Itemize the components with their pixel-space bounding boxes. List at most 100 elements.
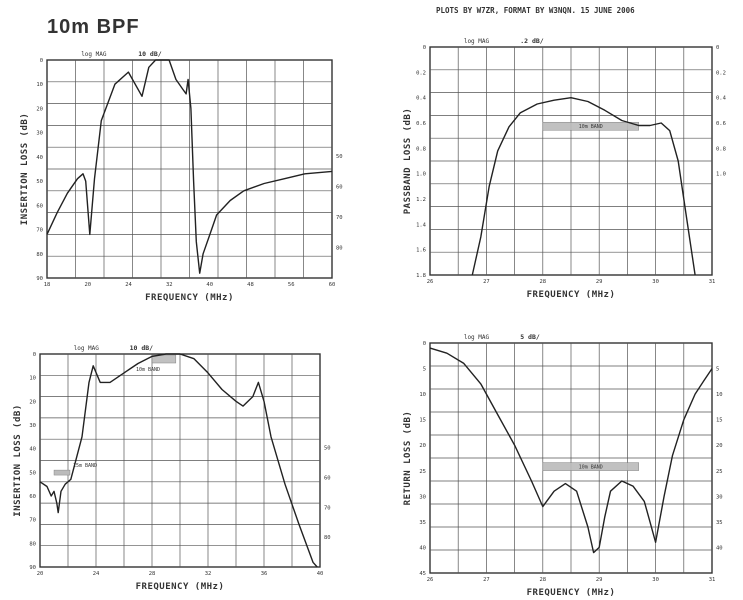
- x-tick-label: 48: [247, 282, 254, 288]
- right-tick-label: 70: [324, 505, 331, 511]
- band-label: 10m BAND: [136, 367, 160, 373]
- x-tick-label: 26: [427, 279, 434, 285]
- band-label: 10m BAND: [579, 465, 603, 471]
- y-tick-label: 0: [423, 341, 426, 347]
- figure-title: 10m BPF: [47, 16, 140, 38]
- y-tick-label: 10: [419, 392, 426, 398]
- y-tick-label: 0.6: [416, 121, 426, 127]
- y-tick-label: 90: [36, 276, 43, 282]
- x-tick-label: 60: [329, 282, 336, 288]
- y-tick-label: 0.8: [416, 146, 426, 152]
- y-tick-label: 50: [29, 470, 36, 476]
- y-tick-label: 40: [29, 447, 36, 453]
- y-tick-label: 40: [36, 155, 43, 161]
- right-tick-label: 35: [716, 520, 723, 526]
- scale-label: log MAG: [81, 51, 107, 58]
- y-tick-label: 1.8: [416, 273, 426, 279]
- y-tick-label: 25: [419, 469, 426, 475]
- right-tick-label: 0.8: [716, 146, 726, 152]
- x-tick-label: 20: [37, 571, 44, 577]
- x-tick-label: 28: [539, 279, 546, 285]
- y-tick-label: 90: [29, 565, 36, 571]
- x-tick-label: 27: [483, 577, 490, 583]
- x-tick-label: 32: [166, 282, 173, 288]
- y-tick-label: 30: [29, 423, 36, 429]
- right-tick-label: 60: [336, 184, 343, 190]
- x-tick-label: 40: [317, 571, 324, 577]
- scale-label: log MAG: [464, 38, 490, 45]
- x-axis-title: FREQUENCY (MHz): [145, 293, 234, 303]
- right-tick-label: 50: [324, 446, 331, 452]
- x-tick-label: 27: [483, 279, 490, 285]
- x-tick-label: 40: [206, 282, 213, 288]
- y-tick-label: 40: [419, 545, 426, 551]
- chart-passband-loss: 0 0.2 0.4 0.6 0.8 1.0 1.2 1.4 1.6 1.8 0 0.2 0.4 0.6 0.…: [403, 37, 727, 300]
- division-label: 5 dB/: [520, 333, 540, 341]
- x-tick-label: 30: [652, 279, 659, 285]
- division-label: 10 dB/: [130, 344, 154, 352]
- y-tick-label: 60: [29, 494, 36, 500]
- x-tick-label: 28: [539, 577, 546, 583]
- scale-label: log MAG: [74, 345, 100, 352]
- x-tick-label: 31: [709, 577, 716, 583]
- band-marker: [542, 121, 639, 131]
- right-tick-label: 80: [336, 245, 343, 251]
- right-tick-label: 25: [716, 469, 723, 475]
- y-tick-label: 0: [40, 58, 43, 64]
- y-tick-label: 30: [36, 131, 43, 137]
- right-tick-label: 15: [716, 418, 723, 424]
- x-tick-label: 24: [93, 571, 100, 577]
- series-line: [39, 353, 318, 568]
- x-tick-label: 29: [596, 577, 603, 583]
- y-tick-label: 1.4: [416, 222, 427, 228]
- y-tick-label: 80: [36, 252, 43, 258]
- y-tick-label: 70: [29, 518, 36, 524]
- scale-label: log MAG: [464, 334, 490, 341]
- x-tick-label: 32: [205, 571, 212, 577]
- series-line: [471, 97, 696, 276]
- band-marker: [542, 462, 639, 471]
- y-tick-label: 30: [419, 494, 426, 500]
- division-label: .2 dB/: [520, 37, 544, 45]
- right-tick-label: 30: [716, 494, 723, 500]
- band-label-15m: 15m BAND: [73, 463, 97, 469]
- y-tick-label: 80: [29, 541, 36, 547]
- x-tick-label: 56: [288, 282, 295, 288]
- x-axis-title: FREQUENCY (MHz): [527, 290, 616, 300]
- series-line: [429, 347, 713, 554]
- right-tick-label: 0.2: [716, 70, 726, 76]
- band-label: 10m BAND: [579, 124, 603, 130]
- chart-return-loss: 0 5 10 15 20 25 30 35 40 45 5 10 15 20 25 30 35 40 26 27 28 2…: [403, 333, 723, 598]
- chart-insertion-loss-wide: 0 10 20 30 40 50 60 70 80 90 50 60 70 80 18 20 24 32 40 48 5…: [20, 50, 343, 303]
- y-axis-title: INSERTION LOSS (dB): [13, 404, 23, 516]
- y-tick-label: 5: [423, 367, 426, 373]
- x-tick-label: 31: [709, 279, 716, 285]
- y-tick-label: 70: [36, 228, 43, 234]
- y-tick-label: 10: [36, 82, 43, 88]
- y-tick-label: 20: [29, 399, 36, 405]
- x-tick-label: 18: [44, 282, 51, 288]
- y-axis-title: INSERTION LOSS (dB): [20, 113, 30, 225]
- right-tick-label: 70: [336, 215, 343, 221]
- y-tick-label: 0: [33, 352, 36, 358]
- x-tick-label: 24: [125, 282, 132, 288]
- y-tick-label: 1.2: [416, 197, 426, 203]
- y-tick-label: 35: [419, 520, 426, 526]
- x-tick-label: 36: [261, 571, 268, 577]
- right-tick-label: 40: [716, 545, 723, 551]
- right-tick-label: 1.0: [716, 172, 726, 178]
- y-tick-label: 50: [36, 179, 43, 185]
- right-tick-label: 10: [716, 392, 723, 398]
- y-axis-title: PASSBAND LOSS (dB): [403, 108, 413, 215]
- chart-insertion-loss-narrow: 0 10 20 30 40 50 60 70 80 90 50 60 70 80 20 24 28 32 36 40 l…: [13, 344, 331, 592]
- y-tick-label: 45: [419, 571, 426, 577]
- right-tick-label: 0.4: [716, 96, 727, 102]
- x-tick-label: 26: [427, 577, 434, 583]
- y-tick-label: 60: [36, 203, 43, 209]
- x-tick-label: 20: [84, 282, 91, 288]
- right-tick-label: 60: [324, 476, 331, 482]
- band-marker-15m: [53, 469, 71, 476]
- x-tick-label: 30: [652, 577, 659, 583]
- x-tick-label: 28: [149, 571, 156, 577]
